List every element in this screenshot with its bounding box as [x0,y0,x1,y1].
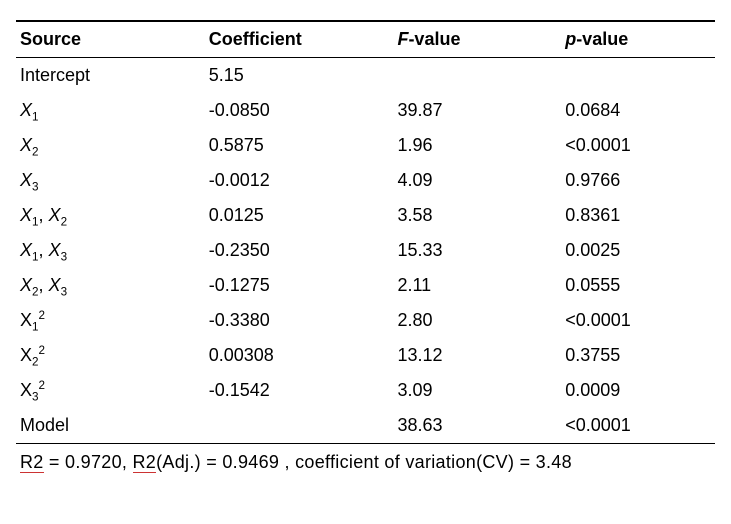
cell-fvalue: 3.58 [393,198,561,233]
cell-coefficient: -0.1542 [205,373,394,408]
footnote: R2 = 0.9720, R2(Adj.) = 0.9469 , coeffic… [16,444,715,473]
cell-pvalue: 0.0684 [561,93,715,128]
table-row: X1, X20.01253.580.8361 [16,198,715,233]
cell-fvalue [393,58,561,94]
cell-coefficient: -0.0012 [205,163,394,198]
table-row: Model 38.63<0.0001 [16,408,715,444]
cell-pvalue: <0.0001 [561,303,715,338]
cell-source: X1 [16,93,205,128]
col-source: Source [16,21,205,58]
cell-coefficient: -0.2350 [205,233,394,268]
cell-source: X2 [16,128,205,163]
cell-fvalue: 13.12 [393,338,561,373]
table-row: X32-0.15423.090.0009 [16,373,715,408]
cell-source: Intercept [16,58,205,94]
cell-source: X1, X3 [16,233,205,268]
table-row: Intercept5.15 [16,58,715,94]
cell-pvalue: <0.0001 [561,408,715,444]
cell-fvalue: 15.33 [393,233,561,268]
col-fvalue: F-value [393,21,561,58]
cell-coefficient [205,408,394,444]
header-row: Source Coefficient F-value p-value [16,21,715,58]
regression-table: Source Coefficient F-value p-value Inter… [16,20,715,444]
r2-label: R2 [20,452,44,473]
cell-coefficient: -0.0850 [205,93,394,128]
cell-pvalue: 0.0009 [561,373,715,408]
cell-pvalue: 0.0555 [561,268,715,303]
cell-pvalue: 0.9766 [561,163,715,198]
cell-fvalue: 39.87 [393,93,561,128]
cell-fvalue: 2.11 [393,268,561,303]
table-row: X2, X3-0.12752.110.0555 [16,268,715,303]
table-row: X12-0.33802.80<0.0001 [16,303,715,338]
cell-source: Model [16,408,205,444]
cell-pvalue: 0.3755 [561,338,715,373]
cell-pvalue [561,58,715,94]
table-row: X3-0.00124.090.9766 [16,163,715,198]
cell-pvalue: 0.8361 [561,198,715,233]
cell-coefficient: 0.00308 [205,338,394,373]
cell-source: X1, X2 [16,198,205,233]
cell-source: X3 [16,163,205,198]
r2adj-label: R2 [133,452,157,473]
cell-fvalue: 2.80 [393,303,561,338]
table-row: X220.0030813.120.3755 [16,338,715,373]
col-pvalue: p-value [561,21,715,58]
col-coefficient: Coefficient [205,21,394,58]
table-row: X1-0.085039.870.0684 [16,93,715,128]
cell-fvalue: 4.09 [393,163,561,198]
cell-coefficient: -0.3380 [205,303,394,338]
cell-source: X2, X3 [16,268,205,303]
table-row: X1, X3-0.235015.330.0025 [16,233,715,268]
cell-pvalue: <0.0001 [561,128,715,163]
cell-fvalue: 38.63 [393,408,561,444]
cell-coefficient: 0.5875 [205,128,394,163]
cell-coefficient: 0.0125 [205,198,394,233]
cell-fvalue: 3.09 [393,373,561,408]
cell-pvalue: 0.0025 [561,233,715,268]
table-body: Intercept5.15X1-0.085039.870.0684X20.587… [16,58,715,444]
cell-coefficient: -0.1275 [205,268,394,303]
table-row: X20.58751.96<0.0001 [16,128,715,163]
cell-source: X22 [16,338,205,373]
cell-source: X32 [16,373,205,408]
cell-coefficient: 5.15 [205,58,394,94]
cell-fvalue: 1.96 [393,128,561,163]
cell-source: X12 [16,303,205,338]
